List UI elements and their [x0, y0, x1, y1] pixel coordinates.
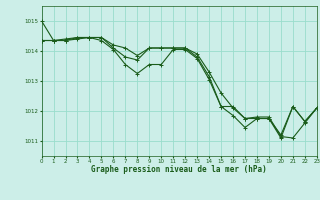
X-axis label: Graphe pression niveau de la mer (hPa): Graphe pression niveau de la mer (hPa) — [91, 165, 267, 174]
